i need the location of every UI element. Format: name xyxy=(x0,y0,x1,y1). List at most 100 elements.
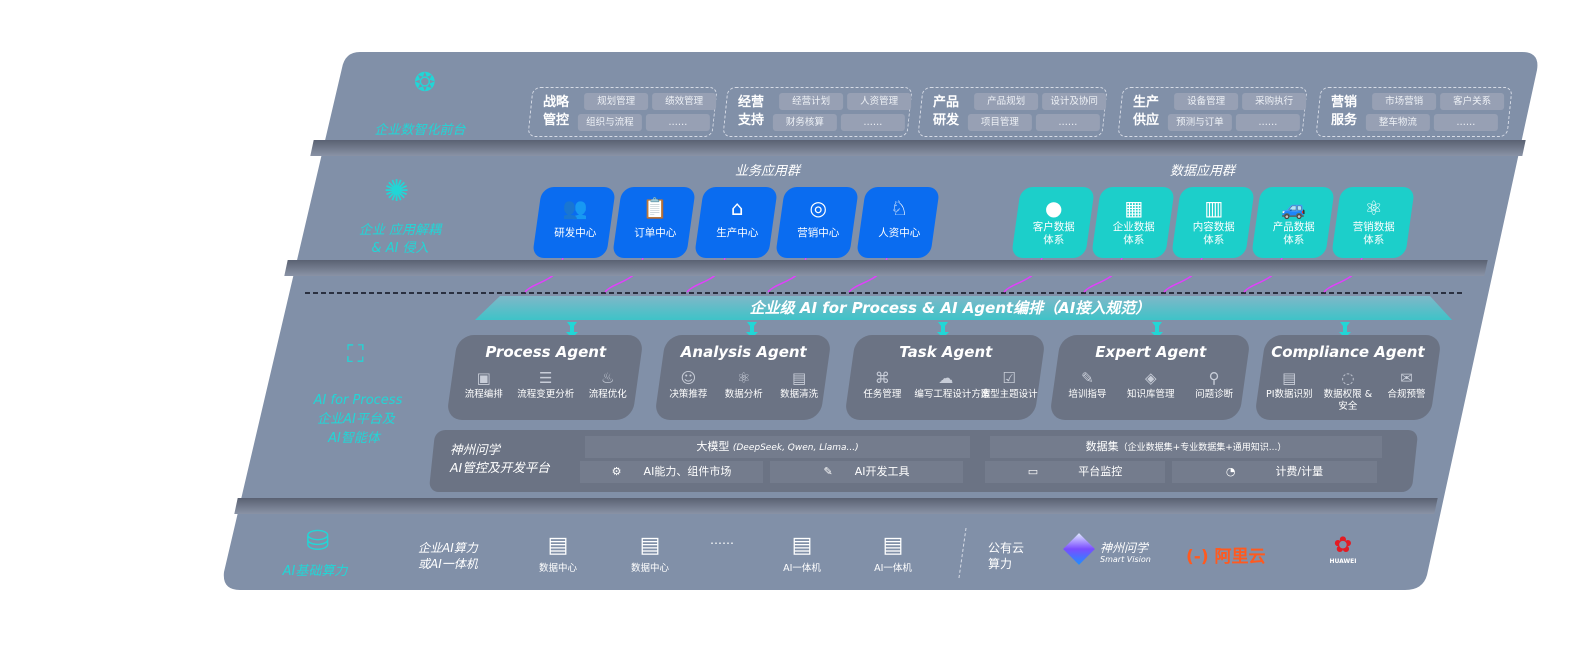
server-item: ▤ 数据中心 xyxy=(620,532,680,574)
function-chip[interactable]: 整车物流 xyxy=(1365,114,1430,131)
tool-billing[interactable]: ◔ 计费/计量 xyxy=(1172,461,1377,483)
capability-icon: ◈ xyxy=(1144,369,1157,387)
function-chip[interactable]: 绩效管理 xyxy=(652,93,717,110)
capability-label: 数据权限 & 安全 xyxy=(1323,389,1373,412)
business-app-card[interactable]: 📋 订单中心 xyxy=(612,187,696,258)
function-chip[interactable]: 设计及协同 xyxy=(1042,93,1107,110)
layer3-label-line1: AI for Process xyxy=(313,393,403,408)
capability-label: 编写工程设计方案 xyxy=(914,389,991,400)
capability-label: 流程编排 xyxy=(464,389,503,400)
card-label: 营销数据 体系 xyxy=(1352,221,1395,246)
function-chip[interactable]: 设备管理 xyxy=(1174,93,1239,110)
agent-capability[interactable]: ⚛ 数据分析 xyxy=(716,367,771,401)
agent-title: Expert Agent xyxy=(1095,343,1207,361)
function-chip[interactable]: …… xyxy=(645,114,710,131)
capability-label: 合规预警 xyxy=(1387,389,1426,400)
function-chip[interactable]: …… xyxy=(1035,114,1100,131)
data-apps-title: 数据应用群 xyxy=(1170,164,1236,179)
function-group: 产品 研发 产品规划 设计及协同 项目管理…… xyxy=(917,87,1108,137)
agent-card[interactable]: Compliance Agent ▤ PI数据识别 ◌ 数据权限 & 安全 ✉ 合规预警 xyxy=(1254,335,1442,420)
vendor-smart-vision-sub: Smart Vision xyxy=(1100,555,1151,564)
agent-card[interactable]: Expert Agent ✎ 培训指导 ◈ 知识库管理 ⚲ 问题诊断 xyxy=(1049,335,1251,420)
capability-icon: ◌ xyxy=(1341,369,1355,387)
tool-label: 平台监控 xyxy=(1078,465,1123,478)
agent-card[interactable]: Task Agent ⌘ 任务管理 ☁ 编写工程设计方案 ☑ 造型主题设计 xyxy=(844,335,1046,420)
function-chip[interactable]: 项目管理 xyxy=(967,114,1032,131)
dev-tool-icon: ✎ xyxy=(823,465,833,478)
tool-dev[interactable]: ✎ AI开发工具 xyxy=(770,461,963,483)
business-app-card[interactable]: ◎ 营销中心 xyxy=(775,187,859,258)
user-icon: ● xyxy=(1045,196,1063,220)
function-chip[interactable]: 组织与流程 xyxy=(577,114,642,131)
business-app-card[interactable]: 👥 研发中心 xyxy=(532,187,616,258)
card-label: 企业数据 体系 xyxy=(1112,221,1155,246)
person-wave-icon: ♘ xyxy=(890,196,909,220)
server-icon: ▤ xyxy=(547,533,569,558)
function-chip[interactable]: …… xyxy=(1235,114,1300,131)
data-app-card[interactable]: ▥ 内容数据 体系 xyxy=(1171,187,1255,258)
ellipsis: …… xyxy=(710,533,734,547)
capability-icon: ▤ xyxy=(1282,369,1297,387)
capability-label: 培训指导 xyxy=(1068,389,1107,400)
capability-icon: ✎ xyxy=(1081,369,1094,387)
agent-capability[interactable]: ☰ 流程变更分析 xyxy=(515,367,576,401)
agent-capability[interactable]: ▣ 流程编排 xyxy=(453,367,514,401)
capability-label: 数据分析 xyxy=(724,389,763,400)
function-chip[interactable]: 财务核算 xyxy=(772,114,837,131)
bidirectional-arrow xyxy=(937,322,949,338)
bidirectional-arrow xyxy=(746,322,758,338)
function-chip[interactable]: 规划管理 xyxy=(584,93,649,110)
function-chip[interactable]: 经营计划 xyxy=(779,93,844,110)
agent-capability[interactable]: ☁ 编写工程设计方案 xyxy=(914,367,991,401)
server-icon: ▤ xyxy=(639,533,661,558)
agent-capability[interactable]: ✎ 培训指导 xyxy=(1056,367,1119,401)
business-app-card[interactable]: ⌂ 生产中心 xyxy=(694,187,778,258)
market-icon: ⚙ xyxy=(611,465,622,478)
function-chip[interactable]: 预测与订单 xyxy=(1167,114,1232,131)
agent-capability[interactable]: ⚲ 问题诊断 xyxy=(1183,367,1246,401)
layer4-label: AI基础算力 xyxy=(282,564,348,579)
bidirectional-arrow xyxy=(1339,322,1351,338)
agent-card[interactable]: Analysis Agent ☺ 决策推荐 ⚛ 数据分析 ▤ 数据清洗 xyxy=(654,335,832,420)
function-chip[interactable]: 市场营销 xyxy=(1372,93,1437,110)
function-chip[interactable]: …… xyxy=(840,114,905,131)
agent-capability[interactable]: ▤ PI数据识别 xyxy=(1260,367,1318,413)
data-app-card[interactable]: 🚙 产品数据 体系 xyxy=(1251,187,1335,258)
card-label: 研发中心 xyxy=(554,227,597,239)
server-label: AI一体机 xyxy=(783,563,821,574)
tool-monitor[interactable]: ▭ 平台监控 xyxy=(985,461,1165,483)
capability-label: 流程变更分析 xyxy=(517,389,575,400)
agent-card[interactable]: Process Agent ▣ 流程编排 ☰ 流程变更分析 ♨ 流程优化 xyxy=(446,335,644,420)
agent-capability[interactable]: ♨ 流程优化 xyxy=(577,367,638,401)
layer3-label-line3: AI智能体 xyxy=(328,431,380,446)
agent-capability[interactable]: ⌘ 任务管理 xyxy=(851,367,914,401)
tool-market[interactable]: ⚙ AI能力、组件市场 xyxy=(580,461,763,483)
function-chip[interactable]: 人资管理 xyxy=(847,93,912,110)
orchestration-banner-bg xyxy=(475,296,1452,320)
capability-icon: ✉ xyxy=(1400,369,1413,387)
vendor-aliyun: 阿里云 xyxy=(1214,547,1266,567)
capability-icon: ☑ xyxy=(1002,369,1016,387)
agent-capability[interactable]: ◌ 数据权限 & 安全 xyxy=(1319,367,1377,413)
agent-capability[interactable]: ☑ 造型主题设计 xyxy=(978,367,1041,401)
tool-label: AI能力、组件市场 xyxy=(643,465,732,478)
agent-capability[interactable]: ▤ 数据清洗 xyxy=(772,367,827,401)
data-app-card[interactable]: ● 客户数据 体系 xyxy=(1011,187,1095,258)
divider-band xyxy=(284,260,1488,276)
data-app-card[interactable]: ⚛ 营销数据 体系 xyxy=(1331,187,1415,258)
function-chip[interactable]: 产品规划 xyxy=(974,93,1039,110)
agent-capability[interactable]: ☺ 决策推荐 xyxy=(661,367,716,401)
data-app-card[interactable]: ▦ 企业数据 体系 xyxy=(1091,187,1175,258)
function-chip[interactable]: …… xyxy=(1433,114,1498,131)
function-chip[interactable]: 客户关系 xyxy=(1440,93,1505,110)
dataset-row: 数据集（企业数据集+专业数据集+通用知识...） xyxy=(990,436,1382,458)
card-label: 产品数据 体系 xyxy=(1272,221,1315,246)
agent-capability[interactable]: ◈ 知识库管理 xyxy=(1119,367,1182,401)
tool-label: 计费/计量 xyxy=(1275,465,1324,478)
public-compute-label: 公有云 算力 xyxy=(988,541,1025,571)
capability-icon: ♨ xyxy=(601,369,615,387)
agent-capability[interactable]: ✉ 合规预警 xyxy=(1378,367,1436,413)
function-chip[interactable]: 采购执行 xyxy=(1242,93,1307,110)
business-app-card[interactable]: ♘ 人资中心 xyxy=(856,187,940,258)
dataset-label: 数据集 xyxy=(1085,440,1119,453)
